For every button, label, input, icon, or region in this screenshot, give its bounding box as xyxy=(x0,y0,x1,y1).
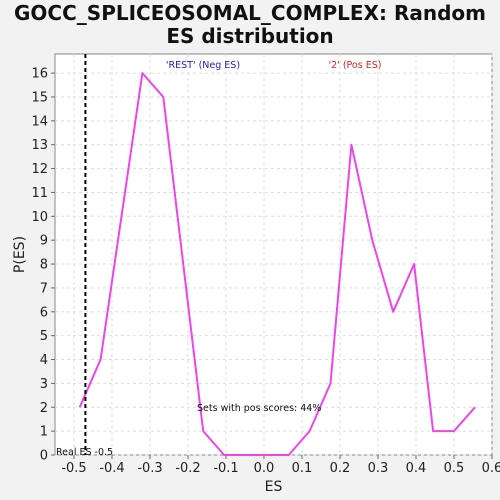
y-tick-label: 2 xyxy=(40,401,48,416)
y-tick-label: 0 xyxy=(40,449,48,464)
y-tick-label: 7 xyxy=(40,281,48,296)
y-tick-label: 9 xyxy=(40,234,48,249)
x-tick-label: 0.6 xyxy=(482,461,500,476)
x-tick-label: 0.2 xyxy=(330,461,351,476)
chart-title: GOCC_SPLICEOSOMAL_COMPLEX: Random ES dis… xyxy=(0,2,500,48)
y-axis-label: P(ES) xyxy=(12,236,28,273)
y-tick-label: 10 xyxy=(31,210,48,225)
grid-lines xyxy=(55,54,493,456)
x-tick-label: -0.2 xyxy=(175,461,200,476)
y-tick-label: 1 xyxy=(40,425,48,440)
x-tick-label: 0.4 xyxy=(406,461,427,476)
x-tick-label: -0.3 xyxy=(137,461,162,476)
x-tick-label: 0.3 xyxy=(368,461,389,476)
es-distribution-line xyxy=(78,72,476,456)
chart-title-line2: ES distribution xyxy=(166,24,334,48)
plot-area xyxy=(54,53,493,456)
x-tick-label: -0.4 xyxy=(99,461,124,476)
real-es-label: Real ES -0.5 xyxy=(56,447,113,458)
y-tick-label: 13 xyxy=(31,138,48,153)
y-tick-label: 12 xyxy=(31,162,48,177)
y-tick-label: 6 xyxy=(40,305,48,320)
y-tick-label: 3 xyxy=(40,377,48,392)
x-tick-label: -0.5 xyxy=(61,461,86,476)
y-tick-label: 16 xyxy=(31,67,48,82)
y-tick-label: 15 xyxy=(31,90,48,105)
chart-title-line1: GOCC_SPLICEOSOMAL_COMPLEX: Random xyxy=(14,1,486,25)
y-tick-label: 8 xyxy=(40,258,48,273)
x-tick-label: 0.1 xyxy=(292,461,313,476)
x-tick-label: 0.5 xyxy=(444,461,465,476)
x-tick-label: 0.0 xyxy=(254,461,275,476)
y-tick-label: 11 xyxy=(31,186,48,201)
pos-scores-annotation: Sets with pos scores: 44% xyxy=(197,403,321,414)
pos-es-label: '2' (Pos ES) xyxy=(329,60,382,71)
y-tick-label: 5 xyxy=(40,329,48,344)
series-group xyxy=(78,72,476,456)
neg-es-label: 'REST' (Neg ES) xyxy=(166,60,240,71)
x-axis-label: ES xyxy=(265,479,283,495)
x-tick-label: -0.1 xyxy=(213,461,238,476)
y-tick-label: 4 xyxy=(40,353,48,368)
y-tick-label: 14 xyxy=(31,114,48,129)
